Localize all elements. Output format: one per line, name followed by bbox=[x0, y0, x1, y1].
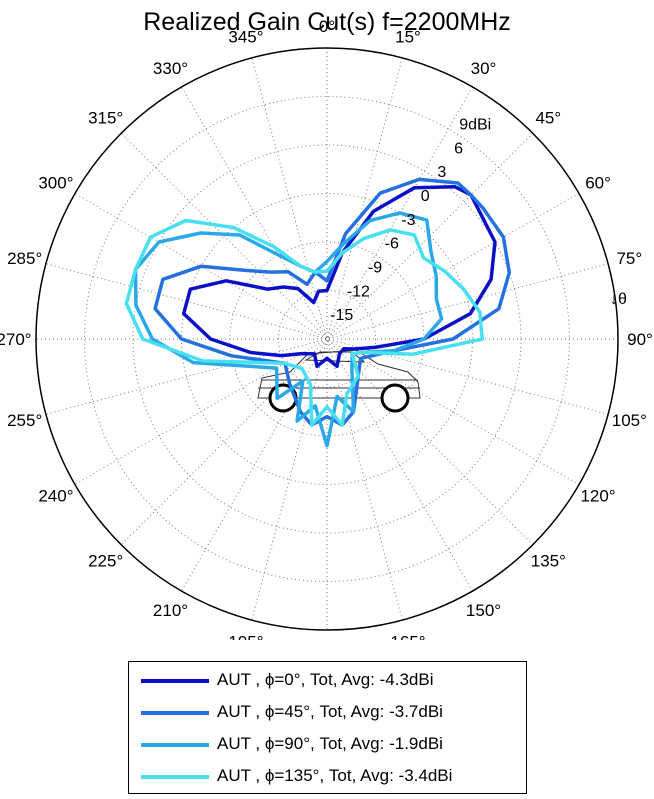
angle-tick-label: 30° bbox=[471, 59, 497, 78]
angle-tick-label: 105° bbox=[612, 411, 647, 430]
angle-tick-label: 315° bbox=[88, 109, 123, 128]
legend-item: AUT , ϕ=45°, Tot, Avg: -3.7dBi bbox=[129, 698, 526, 726]
radial-tick-label: 3 bbox=[437, 164, 446, 181]
legend-swatch bbox=[141, 743, 209, 747]
grid-spoke bbox=[181, 86, 473, 592]
legend-item: AUT , ϕ=0°, Tot, Avg: -4.3dBi bbox=[129, 666, 526, 694]
angle-tick-label: 60° bbox=[585, 174, 611, 193]
grid-spoke bbox=[120, 132, 534, 546]
legend-label: AUT , ϕ=90°, Tot, Avg: -1.9dBi bbox=[217, 734, 443, 753]
outer-ring bbox=[35, 47, 619, 631]
legend-swatch bbox=[141, 679, 209, 683]
legend-item: AUT , ϕ=90°, Tot, Avg: -1.9dBi bbox=[129, 730, 526, 758]
angle-tick-label: 165° bbox=[390, 632, 425, 640]
angle-tick-label: 150° bbox=[466, 601, 501, 620]
polar-chart: Realized Gain Cut(s) f=2200MHz 0° 15° 30° 4… bbox=[0, 8, 653, 640]
gain-curve-series-2 bbox=[133, 211, 444, 448]
legend-swatch bbox=[141, 711, 209, 715]
radial-tick-label: -12 bbox=[347, 283, 370, 300]
angle-tick-label: 15° bbox=[395, 28, 421, 47]
radial-tick-label: -3 bbox=[401, 212, 415, 229]
legend-swatch bbox=[141, 775, 209, 779]
legend-label: AUT , ϕ=45°, Tot, Avg: -3.7dBi bbox=[217, 702, 443, 721]
legend-label: AUT , ϕ=135°, Tot, Avg: -3.4dBi bbox=[217, 766, 453, 785]
chart-title: Realized Gain Cut(s) f=2200MHz bbox=[143, 8, 511, 36]
angle-tick-label: 270° bbox=[0, 330, 32, 349]
angle-tick-label: 90° bbox=[627, 330, 653, 349]
legend-label: AUT , ϕ=0°, Tot, Avg: -4.3dBi bbox=[217, 670, 434, 689]
grid-spoke bbox=[251, 57, 403, 621]
grid-spoke bbox=[181, 86, 473, 592]
angle-tick-label: 135° bbox=[531, 551, 566, 570]
radial-tick-label: 0 bbox=[421, 188, 430, 205]
grid-spoke bbox=[120, 132, 534, 546]
angle-tick-label: 300° bbox=[38, 174, 73, 193]
legend-item: AUT , ϕ=135°, Tot, Avg: -3.4dBi bbox=[129, 762, 526, 790]
radial-tick-label: 6 bbox=[454, 140, 463, 157]
angle-tick-label: 255° bbox=[7, 411, 42, 430]
gain-curve-series-3 bbox=[124, 218, 484, 427]
angle-tick-label: 330° bbox=[153, 59, 188, 78]
angle-tick-label: 45° bbox=[535, 109, 561, 128]
angle-tick-label: 195° bbox=[228, 632, 263, 640]
grid-spoke bbox=[45, 263, 609, 415]
angle-tick-label: 210° bbox=[153, 601, 188, 620]
radial-tick-label: 9dBi bbox=[459, 116, 491, 133]
angle-tick-label: 0° bbox=[319, 17, 335, 36]
gain-curves bbox=[124, 177, 512, 448]
angle-tick-label: 285° bbox=[7, 249, 42, 268]
angle-tick-label: 240° bbox=[38, 487, 73, 506]
angle-tick-label: 225° bbox=[88, 551, 123, 570]
angle-tick-label: 120° bbox=[580, 487, 615, 506]
radial-tick-label: -6 bbox=[385, 236, 399, 253]
grid-spoke bbox=[45, 263, 609, 415]
radial-tick-label: -15 bbox=[330, 307, 353, 324]
legend: AUT , ϕ=0°, Tot, Avg: -4.3dBi AUT , ϕ=45… bbox=[128, 661, 527, 794]
axis-labels: 0° 15° 30° 45° 60° 75° 90° 105° 120° 135° 150° 165°… bbox=[0, 17, 653, 640]
theta-direction-label: ↓θ bbox=[610, 291, 627, 308]
grid-spoke bbox=[251, 57, 403, 621]
radial-tick-label: -9 bbox=[368, 259, 382, 276]
angle-tick-label: 75° bbox=[616, 249, 642, 268]
polar-grid bbox=[35, 47, 619, 631]
angle-tick-label: 345° bbox=[228, 28, 263, 47]
